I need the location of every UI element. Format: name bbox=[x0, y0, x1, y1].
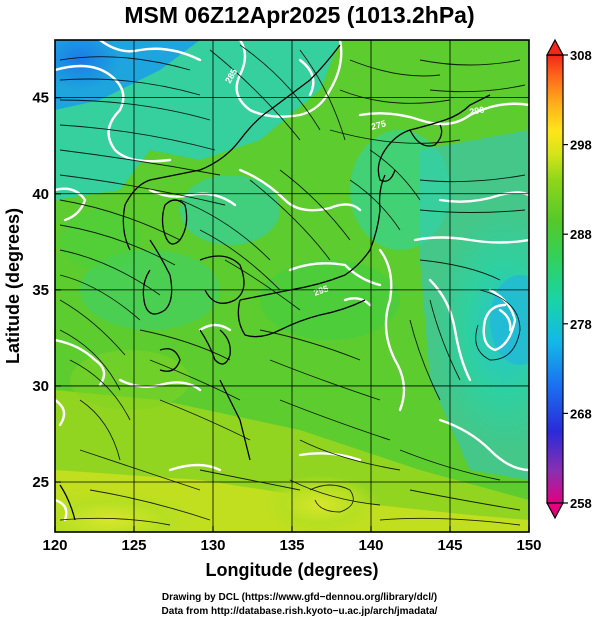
x-tick-label: 135 bbox=[279, 537, 304, 554]
x-tick-label: 145 bbox=[437, 537, 462, 554]
credit-drawing: Drawing by DCL (https://www.gfd−dennou.o… bbox=[161, 592, 438, 603]
contour-label: 275 bbox=[370, 118, 387, 132]
colorbar-tick-label: 268 bbox=[570, 406, 592, 421]
y-tick-label: 45 bbox=[32, 90, 49, 107]
y-tick-label: 40 bbox=[32, 186, 49, 203]
colorbar-tick-label: 288 bbox=[570, 227, 592, 242]
colorbar-max-arrow bbox=[546, 38, 564, 56]
x-tick-label: 130 bbox=[200, 537, 225, 554]
colorbar-scale bbox=[546, 54, 564, 504]
x-tick-label: 150 bbox=[516, 537, 541, 554]
y-axis-ticks: 25 30 35 40 45 bbox=[32, 90, 61, 491]
colorbar-tick-label: 278 bbox=[570, 317, 592, 332]
colorbar-tick-label: 308 bbox=[570, 48, 592, 63]
y-tick-label: 30 bbox=[32, 378, 49, 395]
credits: Drawing by DCL (https://www.gfd−dennou.o… bbox=[0, 591, 599, 619]
y-axis-label: Latitude (degrees) bbox=[3, 208, 23, 364]
x-axis-ticks: 120 125 130 135 140 145 150 bbox=[42, 526, 542, 554]
x-axis-label: Longitude (degrees) bbox=[205, 560, 378, 580]
contour-label: 295 bbox=[312, 283, 330, 298]
temperature-contours bbox=[55, 40, 529, 522]
x-tick-label: 125 bbox=[121, 537, 146, 554]
y-tick-label: 35 bbox=[32, 282, 49, 299]
coastlines bbox=[59, 44, 491, 521]
wind-streamlines bbox=[59, 44, 526, 526]
colorbar-min-arrow bbox=[546, 502, 564, 520]
x-tick-label: 120 bbox=[42, 537, 67, 554]
contour-label: 290 bbox=[469, 105, 486, 117]
colorbar-tick-label: 258 bbox=[570, 496, 592, 511]
map-title: MSM 06Z12Apr2025 (1013.2hPa) bbox=[124, 2, 475, 28]
y-tick-label: 25 bbox=[32, 474, 49, 491]
credit-data: Data from http://database.rish.kyoto−u.a… bbox=[161, 606, 438, 617]
x-tick-label: 140 bbox=[358, 537, 383, 554]
colorbar-tick-label: 298 bbox=[570, 138, 592, 153]
lat-lon-grid bbox=[54, 40, 530, 532]
colorbar: 308 298 288 278 268 258 bbox=[546, 38, 592, 520]
